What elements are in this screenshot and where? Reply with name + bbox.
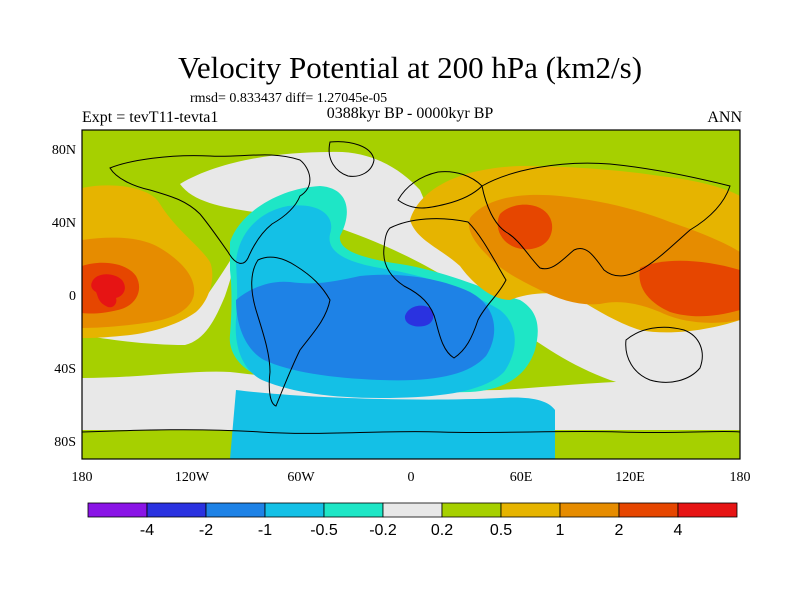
contour-level-minus1	[236, 274, 495, 381]
colorbar-labels: -4 -2 -1 -0.5 -0.2 0.2 0.5 1 2 4	[140, 522, 683, 539]
colorbar-box	[500, 502, 561, 518]
lat-tick-label: 40S	[54, 362, 76, 377]
season-label: ANN	[707, 109, 742, 126]
coast-south-america	[251, 256, 331, 407]
contour-level-plus4-pacific	[91, 274, 125, 308]
colorbar-level-label: 4	[674, 522, 683, 539]
colorbar-box	[677, 502, 738, 518]
coast-north-america	[109, 154, 311, 264]
lat-tick-label: 40N	[52, 216, 76, 231]
axis-ticks-y: 80N 40N 0 40S 80S	[52, 143, 76, 450]
plot-title: Velocity Potential at 200 hPa (km2/s)	[177, 50, 643, 85]
coast-africa	[383, 218, 507, 359]
map-frame	[81, 129, 741, 460]
contour-field	[82, 130, 740, 459]
colorbar-box	[441, 502, 502, 518]
colorbar-level-label: 0.5	[490, 522, 512, 539]
period-label: 0388kyr BP - 0000kyr BP	[326, 105, 494, 122]
colorbar-box	[264, 502, 325, 518]
colorbar-level-label: -1	[258, 522, 272, 539]
lon-tick-label: 120W	[175, 470, 210, 485]
axis-ticks-x: 180 120W 60W 0 60E 120E 180	[72, 470, 751, 485]
experiment-label: Expt = tevT11-tevta1	[82, 109, 219, 126]
lon-tick-label: 60W	[287, 470, 315, 485]
lat-tick-label: 80N	[52, 143, 76, 158]
lon-tick-label: 60E	[510, 470, 533, 485]
lon-tick-label: 120E	[615, 470, 645, 485]
contour-level-plus2-tibet	[497, 204, 553, 250]
coast-greenland	[328, 141, 375, 177]
colorbar-box	[205, 502, 266, 518]
colorbar-level-label: 2	[615, 522, 624, 539]
coast-antarctica	[82, 429, 740, 434]
lon-tick-label: 180	[72, 470, 93, 485]
colorbar-level-label: -0.5	[310, 522, 338, 539]
contour-level-minus05-south	[230, 390, 555, 459]
stats-label: rmsd= 0.833437 diff= 1.27045e-05	[190, 91, 388, 106]
colorbar-box	[382, 502, 443, 518]
colorbar-level-label: -0.2	[369, 522, 397, 539]
lon-tick-label: 0	[408, 470, 415, 485]
colorbar-box	[323, 502, 384, 518]
contour-level-plus2-asia	[639, 260, 740, 317]
colorbar: -4 -2 -1 -0.5 -0.2 0.2 0.5 1 2 4	[87, 502, 738, 539]
contour-level-minus2	[404, 305, 434, 327]
colorbar-box	[559, 502, 620, 518]
lat-tick-label: 80S	[54, 435, 76, 450]
lon-tick-label: 180	[730, 470, 751, 485]
coast-australia	[625, 326, 703, 383]
colorbar-boxes	[87, 502, 738, 518]
colorbar-level-label: -4	[140, 522, 154, 539]
coastlines	[82, 141, 740, 434]
colorbar-level-label: 1	[556, 522, 565, 539]
colorbar-box	[87, 502, 148, 518]
contour-zero-band-pacific	[82, 244, 240, 345]
colorbar-box	[146, 502, 207, 518]
colorbar-level-label: 0.2	[431, 522, 453, 539]
colorbar-box	[618, 502, 679, 518]
lat-tick-label: 0	[69, 289, 76, 304]
colorbar-level-label: -2	[199, 522, 213, 539]
coast-asia	[481, 162, 731, 277]
